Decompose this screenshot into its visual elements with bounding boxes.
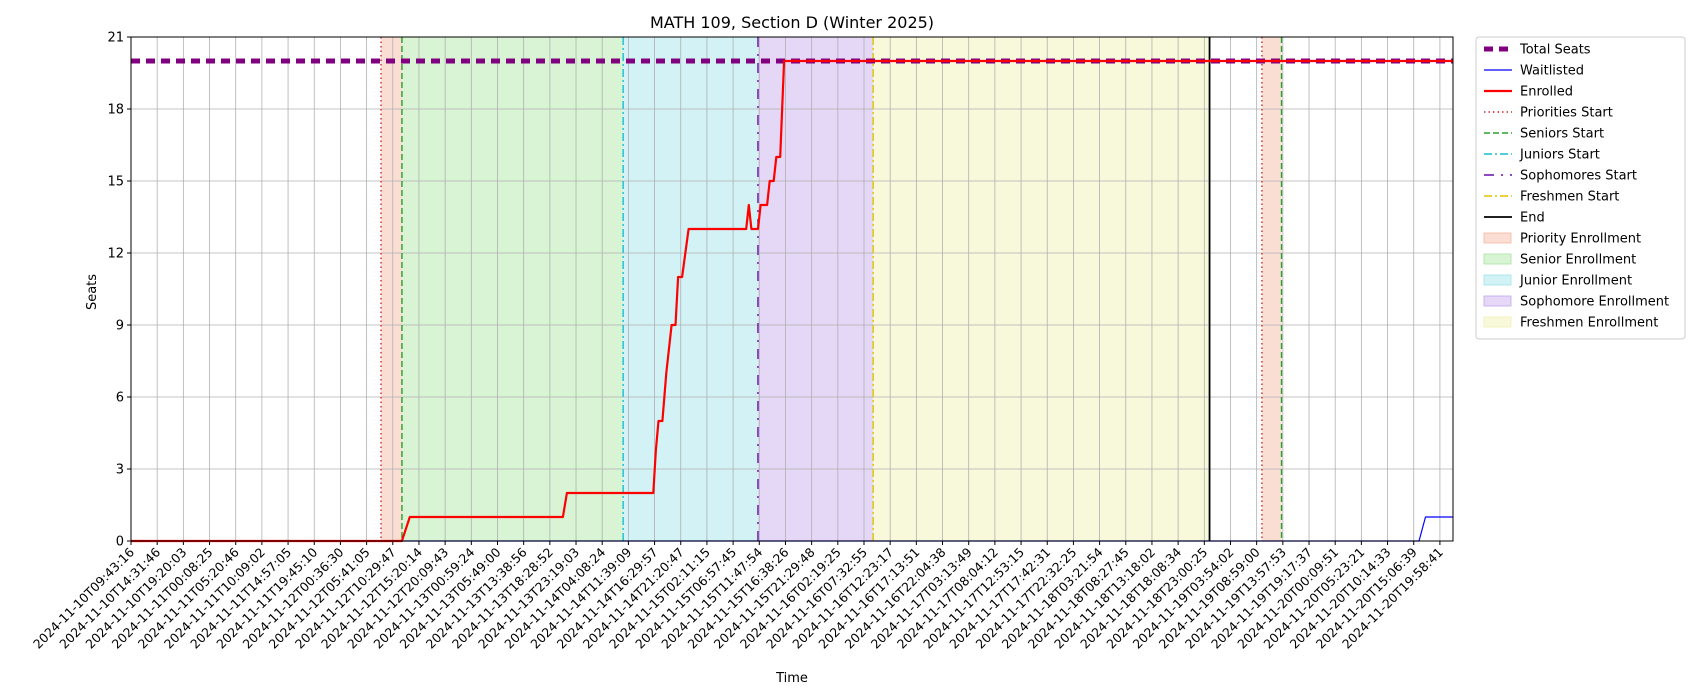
legend-swatch — [1483, 232, 1512, 244]
x-axis-label: Time — [775, 671, 808, 686]
phase-span-1 — [401, 37, 624, 541]
y-tick-label: 6 — [116, 391, 124, 406]
series-enrolled — [131, 59, 1453, 543]
y-tick-label: 15 — [107, 175, 124, 190]
legend-swatch — [1483, 253, 1512, 265]
legend-label: Juniors Start — [1519, 148, 1600, 163]
legend-swatch — [1483, 316, 1512, 328]
legend-label: Waitlisted — [1520, 64, 1584, 79]
phase-span-0 — [381, 37, 402, 541]
legend-label: Sophomores Start — [1520, 169, 1637, 184]
legend-label: Priority Enrollment — [1520, 232, 1641, 247]
chart-title: MATH 109, Section D (Winter 2025) — [650, 13, 934, 32]
legend-label: Sophomore Enrollment — [1520, 295, 1669, 310]
legend-swatch — [1483, 274, 1512, 286]
legend-label: Freshmen Start — [1520, 190, 1619, 205]
y-tick-label: 3 — [116, 463, 124, 478]
y-axis-ticks: 0 3 6 9 12 15 18 21 — [107, 31, 131, 550]
legend-frame — [1475, 36, 1686, 340]
plot-frame — [130, 36, 1454, 542]
legend-label: Priorities Start — [1520, 106, 1613, 121]
legend-label: End — [1520, 211, 1545, 226]
legend-label: Seniors Start — [1520, 127, 1604, 142]
legend-swatch — [1483, 295, 1512, 307]
y-tick-label: 9 — [116, 319, 124, 334]
phase-span-4 — [873, 37, 1210, 541]
phase-span-2 — [623, 37, 758, 541]
legend: Total Seats Waitlisted Enrolled Priorities … — [1475, 36, 1686, 340]
enrollment-phase-spans — [381, 37, 1282, 541]
y-tick-label: 0 — [116, 535, 124, 550]
y-axis-label: Seats — [85, 274, 100, 310]
phase-span-3 — [757, 37, 874, 541]
y-tick-label: 18 — [107, 103, 124, 118]
legend-label: Senior Enrollment — [1520, 253, 1636, 268]
phase-start-lines — [380, 37, 1283, 541]
legend-label: Junior Enrollment — [1519, 274, 1632, 289]
legend-label: Freshmen Enrollment — [1520, 316, 1658, 331]
phase-span-5 — [1261, 37, 1282, 541]
legend-label: Enrolled — [1520, 85, 1573, 100]
x-axis-ticks: 2024-11-10T09:43:162024-11-10T14:31:4620… — [30, 541, 1446, 652]
legend-label: Total Seats — [1519, 43, 1591, 58]
y-tick-label: 12 — [107, 247, 124, 262]
grid-lines — [130, 36, 1453, 542]
y-tick-label: 21 — [107, 31, 124, 46]
